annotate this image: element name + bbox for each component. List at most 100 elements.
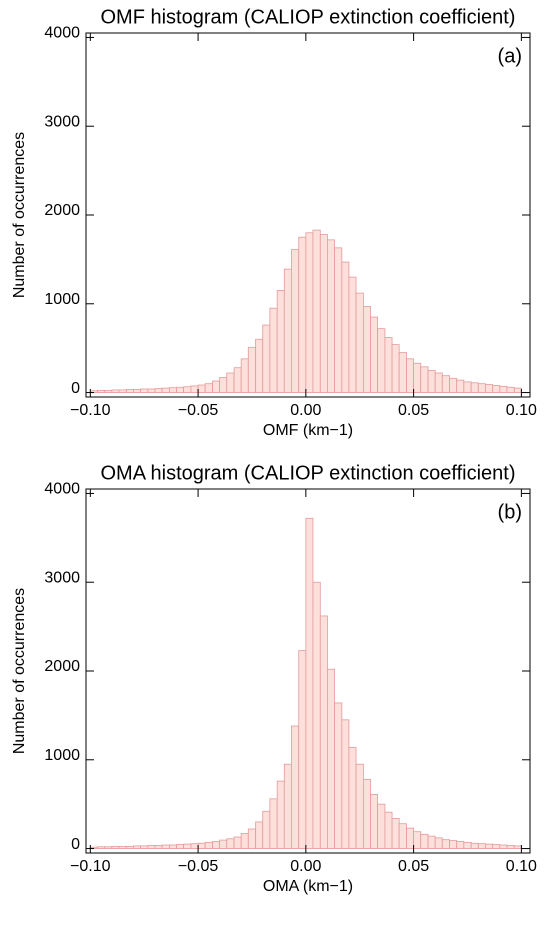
bar bbox=[283, 268, 292, 393]
bar bbox=[484, 843, 494, 849]
bar bbox=[183, 386, 192, 393]
bar bbox=[319, 234, 328, 393]
y-tick-label: 4000 bbox=[44, 481, 80, 498]
chart-title: OMA histogram (CALIOP extinction coeffic… bbox=[101, 462, 516, 484]
bar bbox=[470, 382, 479, 393]
bar bbox=[384, 337, 393, 393]
y-tick-label: 2000 bbox=[44, 202, 80, 219]
bar bbox=[305, 232, 314, 393]
bar bbox=[384, 811, 393, 849]
bar bbox=[334, 702, 343, 849]
x-tick-label: 0.10 bbox=[506, 858, 537, 875]
bar bbox=[233, 836, 242, 849]
bar bbox=[97, 846, 106, 849]
bar bbox=[441, 375, 451, 393]
panel-label: (b) bbox=[498, 501, 522, 523]
bar bbox=[355, 292, 364, 393]
bar bbox=[441, 839, 451, 849]
bar bbox=[176, 844, 185, 849]
bar bbox=[204, 383, 213, 393]
bar bbox=[291, 725, 300, 849]
y-tick-label: 2000 bbox=[44, 658, 80, 675]
bar bbox=[140, 388, 149, 393]
bar bbox=[406, 827, 415, 849]
bar bbox=[326, 668, 335, 849]
bar bbox=[104, 846, 113, 849]
bar bbox=[305, 517, 314, 849]
bar bbox=[477, 383, 486, 393]
bar bbox=[97, 389, 106, 393]
bar bbox=[298, 650, 307, 849]
bar bbox=[169, 387, 177, 393]
y-tick-label: 1000 bbox=[44, 747, 80, 764]
bar bbox=[456, 841, 465, 849]
x-tick-label: −0.05 bbox=[178, 858, 219, 875]
bar bbox=[161, 387, 170, 393]
bar bbox=[427, 369, 436, 393]
bar bbox=[420, 366, 429, 393]
bar bbox=[398, 352, 407, 393]
bar bbox=[449, 840, 458, 849]
bar bbox=[312, 581, 321, 849]
bar bbox=[341, 261, 350, 393]
bar bbox=[212, 841, 221, 849]
x-tick-label: −0.10 bbox=[70, 858, 111, 875]
bar bbox=[255, 821, 264, 849]
bar bbox=[406, 358, 415, 393]
bar bbox=[312, 229, 321, 393]
x-axis-label: OMF (km−1) bbox=[263, 422, 353, 439]
bar bbox=[212, 380, 221, 393]
bar bbox=[377, 328, 386, 393]
bar bbox=[463, 381, 472, 393]
bar bbox=[348, 746, 357, 849]
x-tick-label: −0.05 bbox=[178, 402, 219, 419]
bar bbox=[341, 719, 350, 849]
bar bbox=[133, 389, 141, 393]
bar bbox=[470, 842, 479, 849]
x-tick-label: 0.05 bbox=[398, 402, 429, 419]
y-tick-label: 3000 bbox=[44, 113, 80, 130]
bar bbox=[506, 386, 515, 393]
bar bbox=[111, 845, 120, 849]
bar bbox=[276, 780, 285, 849]
bar bbox=[477, 843, 486, 849]
bar bbox=[161, 844, 170, 849]
bar bbox=[319, 615, 328, 849]
bar bbox=[362, 778, 371, 849]
bar bbox=[391, 817, 400, 849]
bar bbox=[291, 249, 300, 393]
bar bbox=[169, 844, 177, 849]
chart-title: OMF histogram (CALIOP extinction coeffic… bbox=[101, 6, 516, 28]
bar bbox=[118, 389, 127, 393]
bar bbox=[140, 845, 149, 849]
bar bbox=[449, 377, 458, 393]
bar bbox=[362, 306, 371, 393]
bar bbox=[298, 236, 307, 393]
bar bbox=[247, 346, 257, 393]
bar bbox=[391, 344, 400, 393]
bar bbox=[240, 358, 249, 393]
bar bbox=[499, 844, 508, 849]
bar bbox=[334, 247, 343, 393]
bar bbox=[355, 763, 364, 849]
bar bbox=[283, 763, 292, 849]
bar bbox=[398, 823, 407, 849]
y-tick-label: 4000 bbox=[44, 25, 80, 42]
bar bbox=[492, 385, 501, 393]
bar bbox=[326, 239, 335, 393]
bar bbox=[104, 389, 113, 393]
bar bbox=[176, 386, 185, 393]
bar bbox=[133, 845, 141, 849]
bar bbox=[506, 845, 515, 849]
bar bbox=[183, 843, 192, 849]
bar bbox=[147, 388, 156, 393]
bar bbox=[219, 377, 228, 393]
y-tick-label: 3000 bbox=[44, 569, 80, 586]
x-tick-label: 0.00 bbox=[290, 858, 321, 875]
bar bbox=[269, 798, 278, 849]
bar bbox=[118, 845, 127, 849]
bar bbox=[513, 845, 522, 849]
bar bbox=[255, 338, 264, 393]
bar bbox=[434, 372, 443, 393]
